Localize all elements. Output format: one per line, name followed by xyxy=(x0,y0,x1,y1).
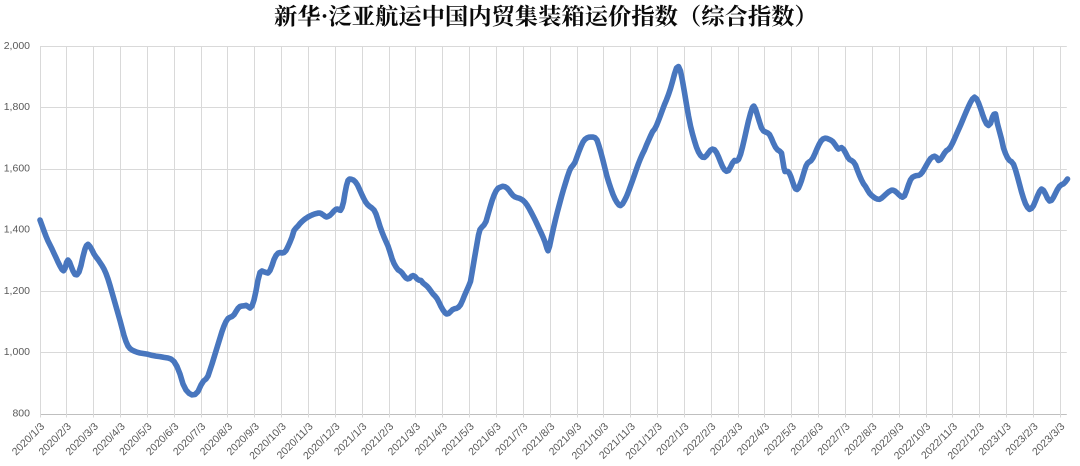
svg-text:1,600: 1,600 xyxy=(4,162,30,174)
svg-text:800: 800 xyxy=(12,407,30,419)
svg-text:1,200: 1,200 xyxy=(4,285,30,297)
svg-text:1,800: 1,800 xyxy=(4,101,30,113)
svg-text:1,400: 1,400 xyxy=(4,224,30,236)
svg-text:1,000: 1,000 xyxy=(4,346,30,358)
svg-text:2,000: 2,000 xyxy=(4,40,30,52)
